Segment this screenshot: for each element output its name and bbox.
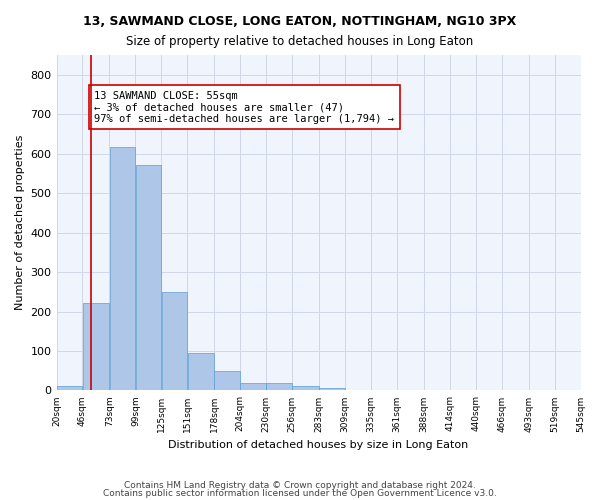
Text: Contains HM Land Registry data © Crown copyright and database right 2024.: Contains HM Land Registry data © Crown c…: [124, 481, 476, 490]
Text: Contains public sector information licensed under the Open Government Licence v3: Contains public sector information licen…: [103, 488, 497, 498]
Bar: [319, 388, 345, 390]
Text: 13 SAWMAND CLOSE: 55sqm
← 3% of detached houses are smaller (47)
97% of semi-det: 13 SAWMAND CLOSE: 55sqm ← 3% of detached…: [94, 90, 394, 124]
Bar: [292, 386, 319, 390]
X-axis label: Distribution of detached houses by size in Long Eaton: Distribution of detached houses by size …: [169, 440, 469, 450]
Bar: [214, 372, 240, 390]
Bar: [136, 166, 161, 390]
Bar: [83, 303, 109, 390]
Bar: [161, 292, 187, 390]
Bar: [241, 382, 266, 390]
Y-axis label: Number of detached properties: Number of detached properties: [15, 135, 25, 310]
Text: Size of property relative to detached houses in Long Eaton: Size of property relative to detached ho…: [127, 35, 473, 48]
Bar: [110, 147, 135, 390]
Bar: [57, 386, 82, 390]
Text: 13, SAWMAND CLOSE, LONG EATON, NOTTINGHAM, NG10 3PX: 13, SAWMAND CLOSE, LONG EATON, NOTTINGHA…: [83, 15, 517, 28]
Bar: [188, 353, 214, 391]
Bar: [266, 382, 292, 390]
